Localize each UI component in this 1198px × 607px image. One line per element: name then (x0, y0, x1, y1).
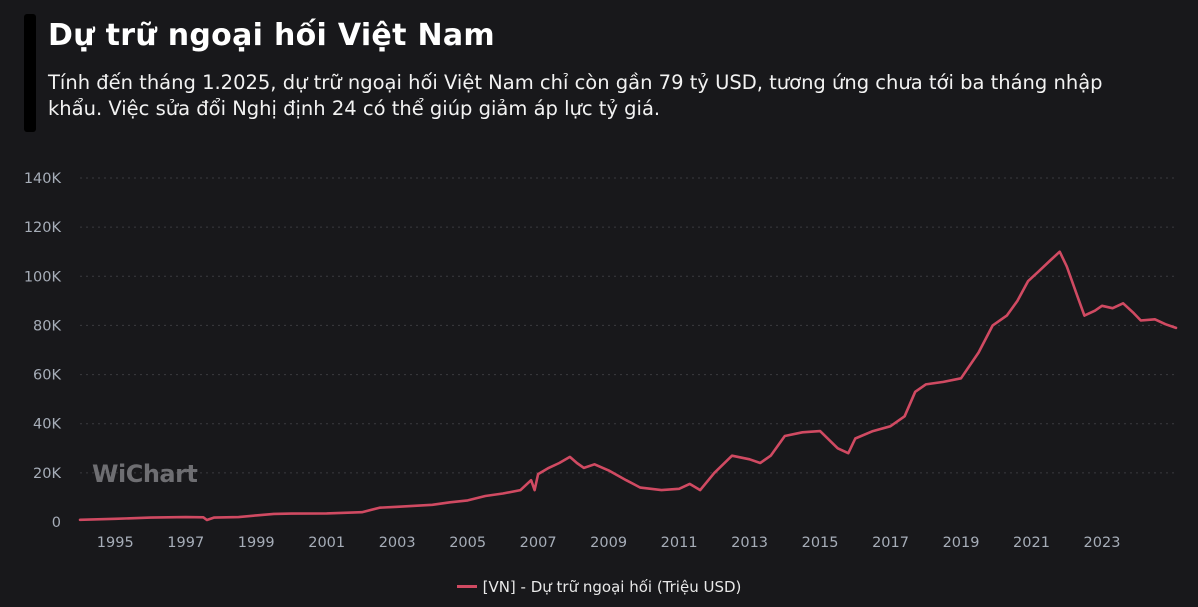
x-tick-label: 2009 (590, 535, 627, 551)
y-axis: 0 20K 40K 60K 80K 100K 120K 140K (24, 171, 62, 531)
y-tick-label: 140K (24, 171, 62, 187)
series-layer (78, 250, 1178, 522)
y-tick-label: 80K (33, 318, 61, 334)
x-tick-label: 2021 (1013, 535, 1050, 551)
legend-swatch (456, 585, 477, 588)
grid-layer (80, 177, 1176, 474)
title-accent-bar (24, 14, 36, 132)
x-tick-label: 2017 (872, 535, 909, 551)
x-tick-label: 1995 (97, 535, 134, 551)
x-tick-label: 2007 (520, 535, 557, 551)
x-tick-label: 2003 (379, 535, 416, 551)
chart-title: Dự trữ ngoại hối Việt Nam (48, 18, 495, 53)
y-tick-label: 60K (33, 368, 61, 384)
x-tick-label: 2013 (731, 535, 768, 551)
y-tick-label: 0 (52, 515, 61, 531)
x-tick-label: 2019 (943, 535, 980, 551)
legend-label: [VN] - Dự trữ ngoại hối (Triệu USD) (482, 578, 742, 596)
y-tick-label: 120K (24, 220, 62, 236)
x-tick-label: 2015 (802, 535, 839, 551)
x-tick-label: 2011 (661, 535, 698, 551)
y-tick-label: 20K (33, 466, 61, 482)
y-tick-label: 40K (33, 417, 61, 433)
chart-subtitle: Tính đến tháng 1.2025, dự trữ ngoại hối … (48, 71, 1103, 120)
y-tick-label: 100K (24, 269, 62, 285)
legend[interactable]: [VN] - Dự trữ ngoại hối (Triệu USD) (0, 578, 1198, 596)
x-tick-label: 2023 (1084, 535, 1121, 551)
x-tick-label: 2005 (449, 535, 486, 551)
series-line (78, 250, 1178, 522)
wichart-watermark-logo: WiChart (92, 460, 198, 488)
x-axis: 1995 1997 1999 2001 2003 2005 2007 2009 2011 2013… (97, 535, 1121, 551)
x-tick-label: 1999 (238, 535, 275, 551)
x-tick-label: 2001 (308, 535, 345, 551)
x-tick-label: 1997 (167, 535, 204, 551)
